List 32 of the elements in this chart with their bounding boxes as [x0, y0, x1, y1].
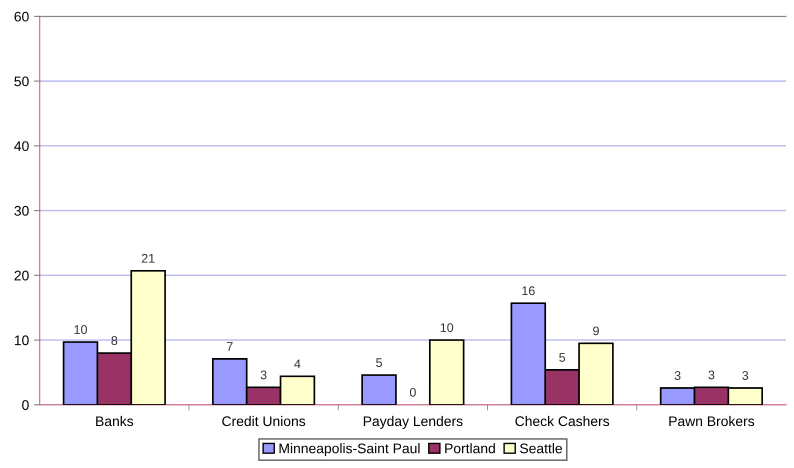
y-tick-label: 50 [14, 76, 29, 86]
data-label: 7 [226, 342, 233, 351]
legend-label: Seattle [520, 443, 562, 454]
x-tick-label: Payday Lenders [364, 416, 463, 429]
legend-label: Portland [445, 443, 495, 454]
y-tick-label: 60 [14, 12, 29, 22]
data-label: 10 [440, 323, 454, 332]
y-tick-label: 0 [22, 400, 29, 410]
x-tick-label: Banks [96, 416, 134, 426]
x-tick-label: Credit Unions [222, 416, 306, 426]
x-tick-label: Pawn Brokers [669, 416, 754, 426]
y-tick-label: 10 [14, 335, 29, 346]
y-tick-label: 40 [14, 141, 29, 152]
data-label: 3 [674, 371, 681, 380]
bar [428, 339, 464, 405]
data-label: 10 [74, 325, 87, 334]
y-tick-label: 20 [14, 270, 29, 281]
data-label: 21 [142, 254, 155, 263]
x-tick-label: Check Cashers [515, 416, 610, 426]
data-label: 0 [410, 388, 416, 397]
legend-label: Minneapolis-Saint Paul [280, 443, 420, 456]
bar [361, 374, 397, 405]
data-label: 8 [111, 336, 118, 345]
data-label: 3 [260, 370, 267, 380]
data-label: 5 [376, 358, 382, 368]
y-tick-label: 30 [14, 206, 29, 216]
data-label: 9 [593, 326, 599, 336]
data-label: 3 [742, 371, 748, 380]
data-label: 16 [522, 286, 535, 296]
data-label: 4 [294, 360, 301, 368]
data-label: 3 [708, 370, 714, 380]
data-label: 5 [559, 353, 566, 362]
